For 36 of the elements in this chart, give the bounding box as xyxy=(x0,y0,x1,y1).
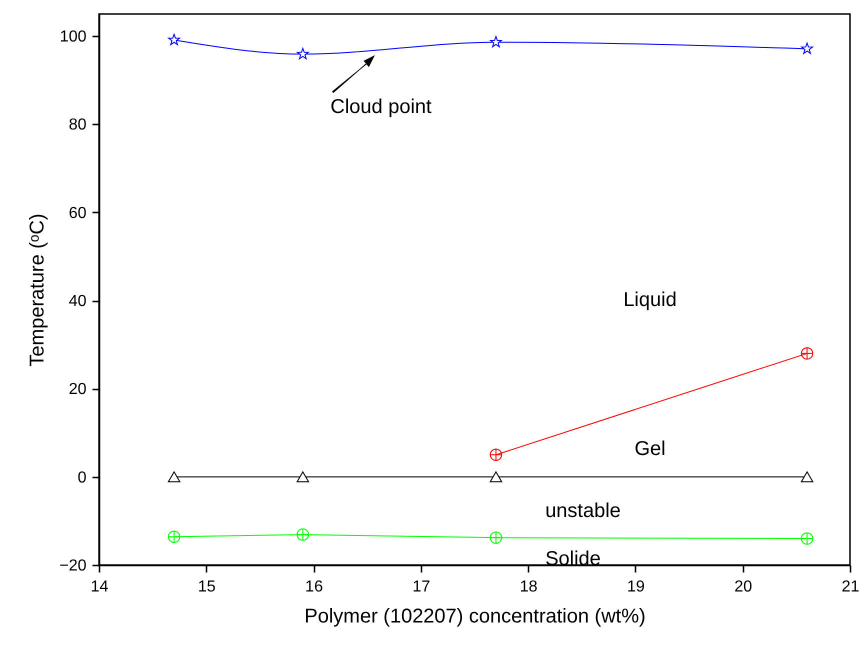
x-tick-label: 18 xyxy=(520,578,538,596)
x-tick-label: 15 xyxy=(198,578,216,596)
annotation: Gel xyxy=(634,438,666,460)
y-axis-title: Temperature (ᵒC) xyxy=(26,213,48,367)
y-tick-label: 0 xyxy=(78,469,87,486)
point xyxy=(490,531,502,544)
point xyxy=(801,42,813,54)
point xyxy=(800,347,814,360)
x-tick-label: 16 xyxy=(305,578,324,596)
point xyxy=(168,471,180,482)
annotation: Solide xyxy=(545,548,601,570)
annotation: Liquid xyxy=(623,289,677,311)
annotation: Cloud point xyxy=(330,96,432,118)
point xyxy=(168,530,180,543)
point xyxy=(800,532,814,545)
point xyxy=(490,36,502,48)
point xyxy=(296,471,310,482)
y-tick-label: 100 xyxy=(60,28,87,46)
x-axis-title: Polymer (102207) concentration (wt%) xyxy=(304,606,646,628)
y-tick-label: 80 xyxy=(68,116,87,134)
point xyxy=(490,471,502,482)
x-tick-label: 20 xyxy=(734,578,752,596)
point xyxy=(490,448,502,461)
point xyxy=(296,48,309,60)
y-tick-label: 20 xyxy=(68,381,87,398)
point xyxy=(168,34,180,46)
y-tick-label: −20 xyxy=(59,558,87,574)
y-tick-label: 40 xyxy=(68,293,87,310)
y-tick-label: 60 xyxy=(68,204,87,222)
point xyxy=(296,528,310,541)
x-tick-label: 21 xyxy=(842,578,860,596)
x-tick-label: 14 xyxy=(90,578,108,596)
point xyxy=(800,471,814,482)
x-tick-label: 19 xyxy=(627,578,645,596)
annotation: unstable xyxy=(545,500,621,522)
x-tick-label: 17 xyxy=(412,578,430,596)
